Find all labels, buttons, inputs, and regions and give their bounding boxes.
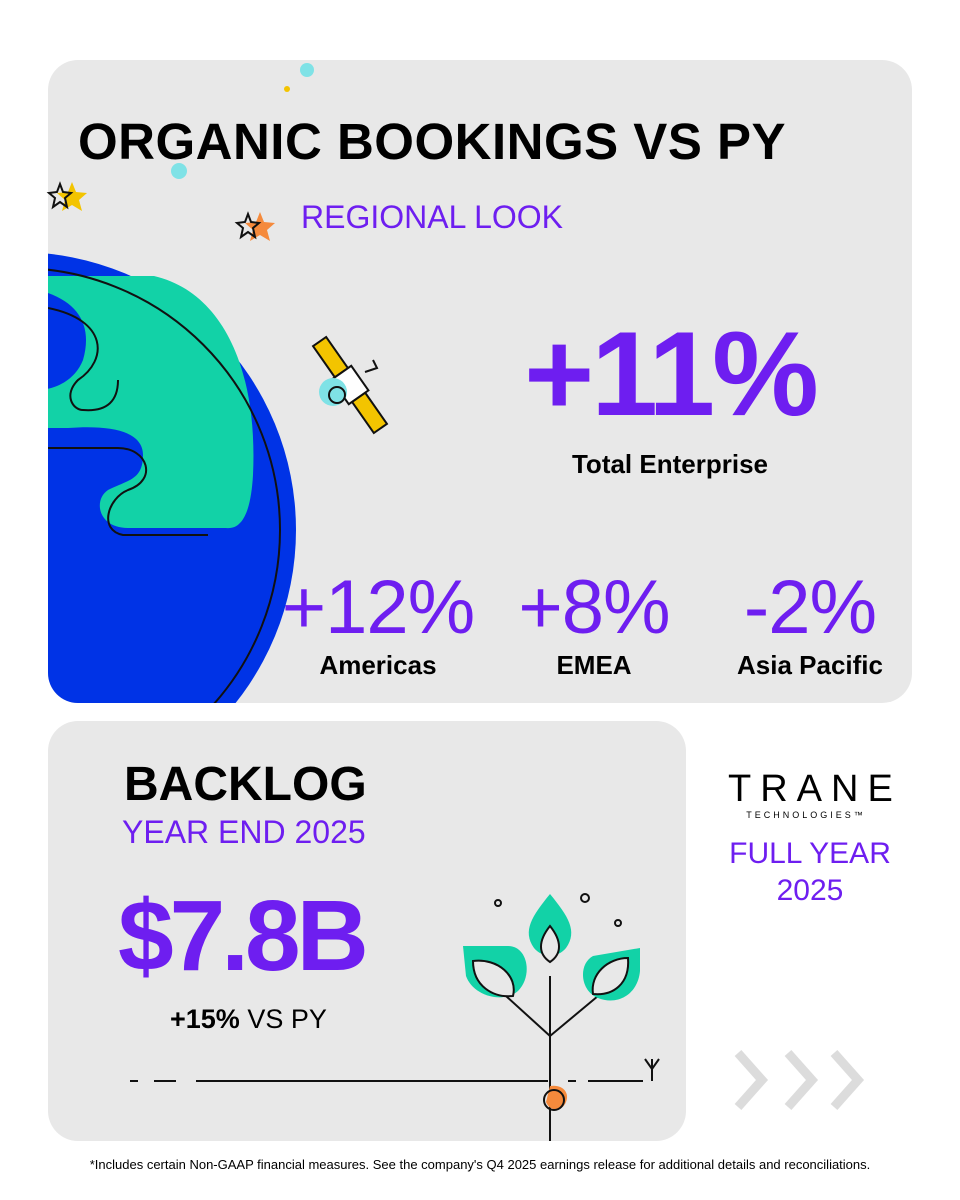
region-value: -2% [743, 565, 877, 650]
region-emea: +8% EMEA [484, 570, 704, 681]
footnote: *Includes certain Non-GAAP financial mea… [89, 1157, 871, 1172]
backlog-subtitle: YEAR END 2025 [122, 814, 366, 850]
region-value: +8% [518, 565, 670, 650]
region-label: EMEA [556, 650, 632, 680]
plant-icon [463, 893, 640, 1141]
backlog-change-value: +15% [170, 1004, 240, 1034]
period-line-1: FULL YEAR [729, 837, 891, 870]
region-americas: +12% Americas [268, 570, 488, 681]
trane-logo: TRANE TECHNOLOGIES™ [728, 768, 902, 822]
globe-illustration [48, 253, 296, 703]
region-label: Americas [319, 650, 437, 680]
period-label: FULL YEAR 2025 [710, 836, 910, 909]
page-title: ORGANIC BOOKINGS VS PY [77, 113, 787, 170]
satellite-icon [311, 335, 389, 435]
star-icon [234, 211, 275, 241]
logo-subtext: TECHNOLOGIES™ [746, 810, 866, 820]
star-icon [46, 181, 87, 211]
backlog-change: +15% VS PY [170, 1004, 327, 1035]
region-value: +12% [281, 565, 476, 650]
backlog-card [48, 721, 686, 1141]
organic-bookings-card [48, 60, 912, 703]
backlog-value: $7.8B [118, 880, 369, 992]
decorative-dots [171, 63, 314, 179]
total-enterprise-label: Total Enterprise [571, 449, 768, 479]
region-asia-pacific: -2% Asia Pacific [700, 570, 920, 681]
total-enterprise-value: +11% [524, 307, 819, 441]
region-label: Asia Pacific [737, 650, 883, 680]
backlog-title: BACKLOG [124, 758, 367, 811]
logo-wordmark: TRANE [728, 768, 902, 810]
period-line-2: 2025 [776, 873, 844, 907]
ground-line [130, 1058, 660, 1082]
chevron-right-icon [734, 1050, 865, 1110]
backlog-change-text: VS PY [239, 1004, 327, 1034]
page-subtitle: REGIONAL LOOK [301, 199, 563, 235]
